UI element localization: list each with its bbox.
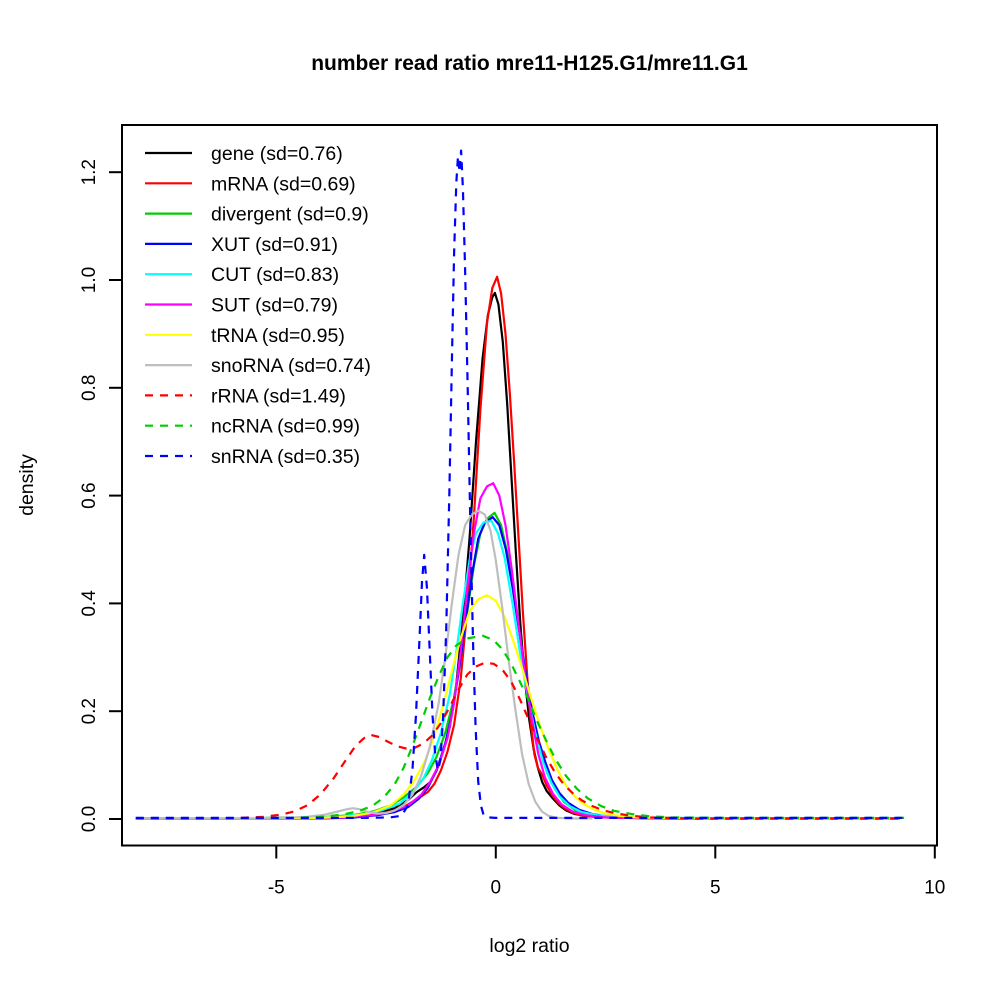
legend-label-snoRNA: snoRNA (sd=0.74) — [211, 355, 371, 377]
plot-box — [121, 124, 938, 847]
y-axis-tick-label: 1.2 — [79, 159, 100, 185]
series-curve-ncRNA — [135, 634, 905, 820]
series-curve-divergent — [135, 511, 900, 820]
x-axis-tick-label: 5 — [710, 878, 721, 899]
series-curve-tRNA — [135, 594, 900, 820]
legend-label-gene: gene (sd=0.76) — [211, 143, 343, 165]
series-curve-rRNA — [135, 661, 900, 820]
legend-label-CUT: CUT (sd=0.83) — [211, 264, 339, 286]
y-axis-label: density — [16, 454, 38, 516]
x-axis-tick-label: -5 — [268, 878, 285, 899]
x-axis-tick-label: 10 — [924, 878, 945, 899]
series-curve-snRNA — [135, 149, 905, 820]
series-curve-snoRNA — [135, 509, 593, 820]
x-axis-tick-label: 0 — [491, 878, 502, 899]
legend-label-SUT: SUT (sd=0.79) — [211, 295, 338, 317]
legend-label-ncRNA: ncRNA (sd=0.99) — [211, 416, 360, 438]
legend-label-mRNA: mRNA (sd=0.69) — [211, 173, 356, 195]
legend-label-snRNA: snRNA (sd=0.35) — [211, 446, 360, 468]
chart-title: number read ratio mre11-H125.G1/mre11.G1 — [311, 52, 748, 75]
plot-area: -5 0 5 10 0.0 0.2 0.4 0.6 0.8 1.0 1.2 gene (sd=0.76… — [79, 124, 945, 899]
legend-label-rRNA: rRNA (sd=1.49) — [211, 385, 346, 407]
legend-label-divergent: divergent (sd=0.9) — [211, 204, 369, 226]
series-curve-SUT — [135, 482, 900, 820]
y-axis-tick-label: 1.0 — [79, 267, 100, 293]
x-axis-label: log2 ratio — [489, 935, 569, 957]
legend-label-XUT: XUT (sd=0.91) — [211, 234, 338, 256]
legend-label-tRNA: tRNA (sd=0.95) — [211, 325, 345, 347]
series-curve-XUT — [135, 516, 900, 820]
y-axis-tick-label: 0.2 — [79, 698, 100, 724]
series-curve-CUT — [135, 519, 900, 820]
y-axis-tick-label: 0.6 — [79, 482, 100, 508]
y-axis-tick-label: 0.8 — [79, 375, 100, 401]
y-axis-tick-label: 0.4 — [79, 590, 100, 617]
y-axis-tick-label: 0.0 — [79, 806, 100, 832]
